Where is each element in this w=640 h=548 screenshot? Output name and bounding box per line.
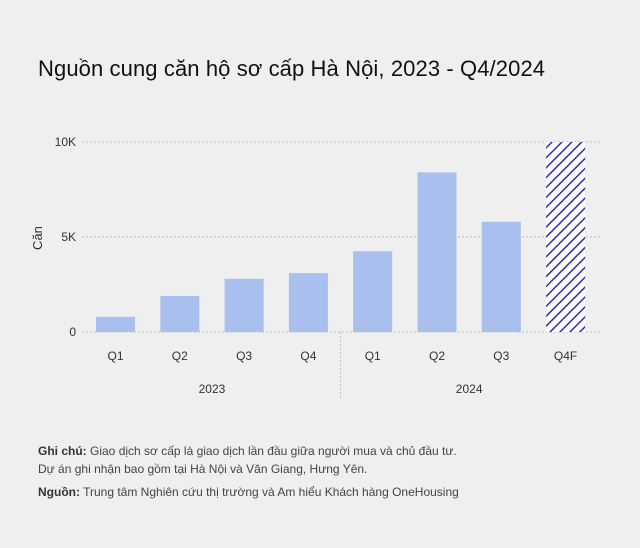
x-tick-label: Q4 [300,349,316,363]
x-tick-label: Q3 [493,349,509,363]
bar-forecast [546,142,586,332]
y-axis-label: Căn [30,226,45,250]
bar [353,251,393,332]
bar [96,316,135,332]
grid-lines [82,141,600,398]
x-tick-label: Q2 [172,349,188,363]
x-tick-label: Q1 [107,349,123,363]
y-tick-label: 5K [61,230,76,244]
note-label: Ghi chú: [38,444,87,458]
source-line: Nguồn: Trung tâm Nghiên cứu thị trường v… [38,485,459,499]
x-tick-label: Q3 [236,349,252,363]
x-tick-label: Q1 [365,349,381,363]
source-text: Trung tâm Nghiên cứu thị trường và Am hi… [79,485,459,499]
chart-title: Nguồn cung căn hộ sơ cấp Hà Nội, 2023 - … [38,56,546,81]
axis-labels: 0 5K 10K Q1 Q2 Q3 Q4 Q1 Q2 Q3 Q4F 2023 2024 [55,135,578,396]
note-text: Giao dịch sơ cấp là giao dịch lần đầu gi… [86,444,457,458]
bar [417,172,457,332]
note-line-1: Ghi chú: Giao dịch sơ cấp là giao dịch l… [38,444,457,458]
bar [224,278,264,332]
bar-chart: 0 5K 10K Q1 Q2 Q3 Q4 Q1 Q2 Q3 Q4F 2023 2024 Căn [30,135,600,398]
source-label: Nguồn: [38,485,80,499]
bar [160,295,200,332]
bar [481,221,521,332]
year-label: 2024 [456,382,483,396]
year-label: 2023 [199,382,226,396]
x-tick-label: Q2 [429,349,445,363]
bar [288,273,328,332]
y-tick-label: 10K [55,135,76,149]
bars [96,142,586,332]
y-tick-label: 0 [69,325,76,339]
x-tick-label: Q4F [554,349,577,363]
note-line-2: Dự án ghi nhận bao gồm tại Hà Nội và Văn… [38,462,368,476]
